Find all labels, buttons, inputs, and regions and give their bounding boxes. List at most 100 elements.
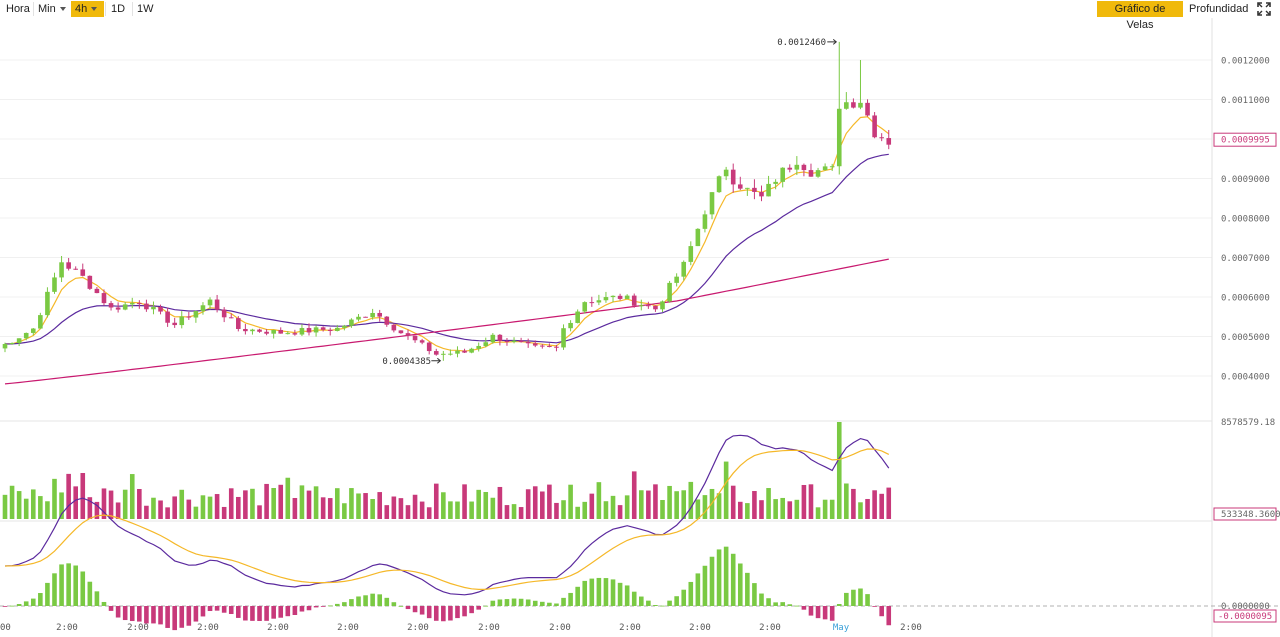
macd-histogram-bar: [250, 606, 255, 621]
macd-histogram-bar: [872, 606, 877, 607]
time-tick-label: 2:00: [267, 623, 289, 633]
volume-bar: [674, 491, 679, 519]
candle-body: [285, 333, 291, 335]
macd-histogram-bar: [631, 591, 637, 606]
volume-bar: [137, 489, 142, 519]
volume-bar: [264, 483, 269, 519]
volume-bar: [646, 490, 651, 519]
price-chart[interactable]: 0.00120000.00110000.00100000.00090000.00…: [0, 18, 1280, 637]
candle-body: [80, 269, 86, 276]
volume-bar: [257, 505, 262, 519]
fullscreen-icon[interactable]: [1257, 2, 1271, 16]
arrow-right-icon: [431, 357, 442, 364]
macd-histogram-bar: [108, 606, 114, 611]
macd-histogram-bar: [879, 606, 884, 617]
candle-body: [518, 340, 524, 343]
macd-histogram-bar: [236, 606, 241, 618]
candle-body: [469, 348, 474, 353]
candle-body: [617, 295, 623, 299]
price-tick-label: 0.0004000: [1221, 373, 1270, 383]
candle-body: [794, 164, 800, 170]
interval-hora-button[interactable]: Hora: [2, 1, 32, 17]
candle-body: [2, 343, 8, 349]
macd-histogram-bar: [547, 602, 552, 606]
volume-bar: [66, 473, 71, 519]
interval-min-button[interactable]: Min: [34, 1, 70, 17]
volume-bar: [737, 501, 743, 519]
volume-bar: [745, 503, 750, 519]
candle-body: [462, 350, 467, 353]
candle-body: [214, 299, 220, 310]
volume-bar: [879, 493, 884, 519]
volume-bar: [504, 505, 510, 519]
volume-bar: [108, 490, 114, 519]
candle-body: [766, 183, 771, 197]
interval-1d-button[interactable]: 1D: [107, 1, 131, 17]
interval-1w-button[interactable]: 1W: [133, 1, 158, 17]
candle-body: [299, 328, 305, 335]
candle-body: [547, 346, 552, 348]
macd-histogram-bar: [865, 594, 870, 606]
candle-body: [151, 306, 156, 310]
candle-body: [179, 316, 185, 326]
candle-body: [334, 327, 340, 331]
volume-bar: [858, 502, 863, 519]
volume-bar: [844, 483, 849, 519]
chart-toolbar: Hora Min 4h 1D 1W Gráfico de Velas Profundid…: [0, 0, 1280, 31]
candle-body: [865, 102, 870, 116]
macd-histogram-bar: [9, 605, 15, 607]
macd-histogram-bar: [815, 606, 821, 619]
candle-body: [370, 312, 375, 318]
candle-body: [886, 138, 892, 145]
macd-histogram-bar: [702, 565, 708, 606]
volume-bar: [540, 491, 545, 519]
candle-body: [94, 288, 100, 294]
macd-histogram-bar: [441, 606, 446, 622]
macd-histogram-bar: [624, 585, 630, 606]
macd-signal-line: [4, 448, 890, 590]
candle-body: [575, 311, 580, 323]
volume-bar: [639, 490, 644, 519]
candlestick-view-button[interactable]: Gráfico de Velas: [1097, 1, 1183, 31]
volume-bar: [179, 489, 185, 519]
macd-histogram-bar: [462, 606, 467, 617]
candle-body: [342, 325, 347, 328]
time-tick-label: 2:00: [900, 623, 922, 633]
interval-label: Min: [38, 3, 56, 15]
candle-body: [377, 312, 383, 317]
volume-bar: [412, 494, 418, 519]
volume-bar: [236, 496, 241, 519]
macd-histogram-bar: [158, 606, 163, 625]
interval-4h-button[interactable]: 4h: [71, 1, 104, 17]
macd-histogram-bar: [186, 606, 192, 626]
candle-body: [23, 332, 29, 339]
macd-histogram-bar: [752, 583, 757, 606]
candle-body: [398, 330, 404, 334]
candle-body: [45, 291, 50, 316]
volume-bars: [2, 422, 892, 519]
volume-bar: [794, 499, 800, 519]
macd-histogram-bar: [349, 599, 354, 606]
macd-histogram-bar: [688, 581, 694, 606]
volume-bar: [469, 501, 474, 519]
macd-histogram-bar: [228, 606, 234, 615]
volume-bar: [780, 497, 785, 519]
macd-histogram-bar: [271, 606, 276, 619]
macd-histogram-bar: [172, 606, 177, 631]
macd-current-label: -0.0000095: [1218, 612, 1272, 622]
volume-bar: [419, 501, 425, 519]
candle-body: [610, 295, 616, 298]
macd-histogram-bar: [476, 606, 481, 610]
volume-bar: [398, 498, 404, 519]
candle-body: [589, 302, 595, 304]
depth-view-button[interactable]: Profundidad: [1189, 3, 1249, 15]
macd-histogram-bar: [377, 594, 383, 606]
candle-body: [737, 184, 743, 189]
volume-bar: [525, 489, 531, 519]
time-tick-label: 2:00: [337, 623, 359, 633]
time-tick-label: 2:00: [197, 623, 219, 633]
volume-bar: [596, 482, 602, 519]
macd-histogram-bar: [278, 606, 284, 618]
candle-body: [30, 328, 36, 333]
candle-body: [723, 169, 729, 177]
